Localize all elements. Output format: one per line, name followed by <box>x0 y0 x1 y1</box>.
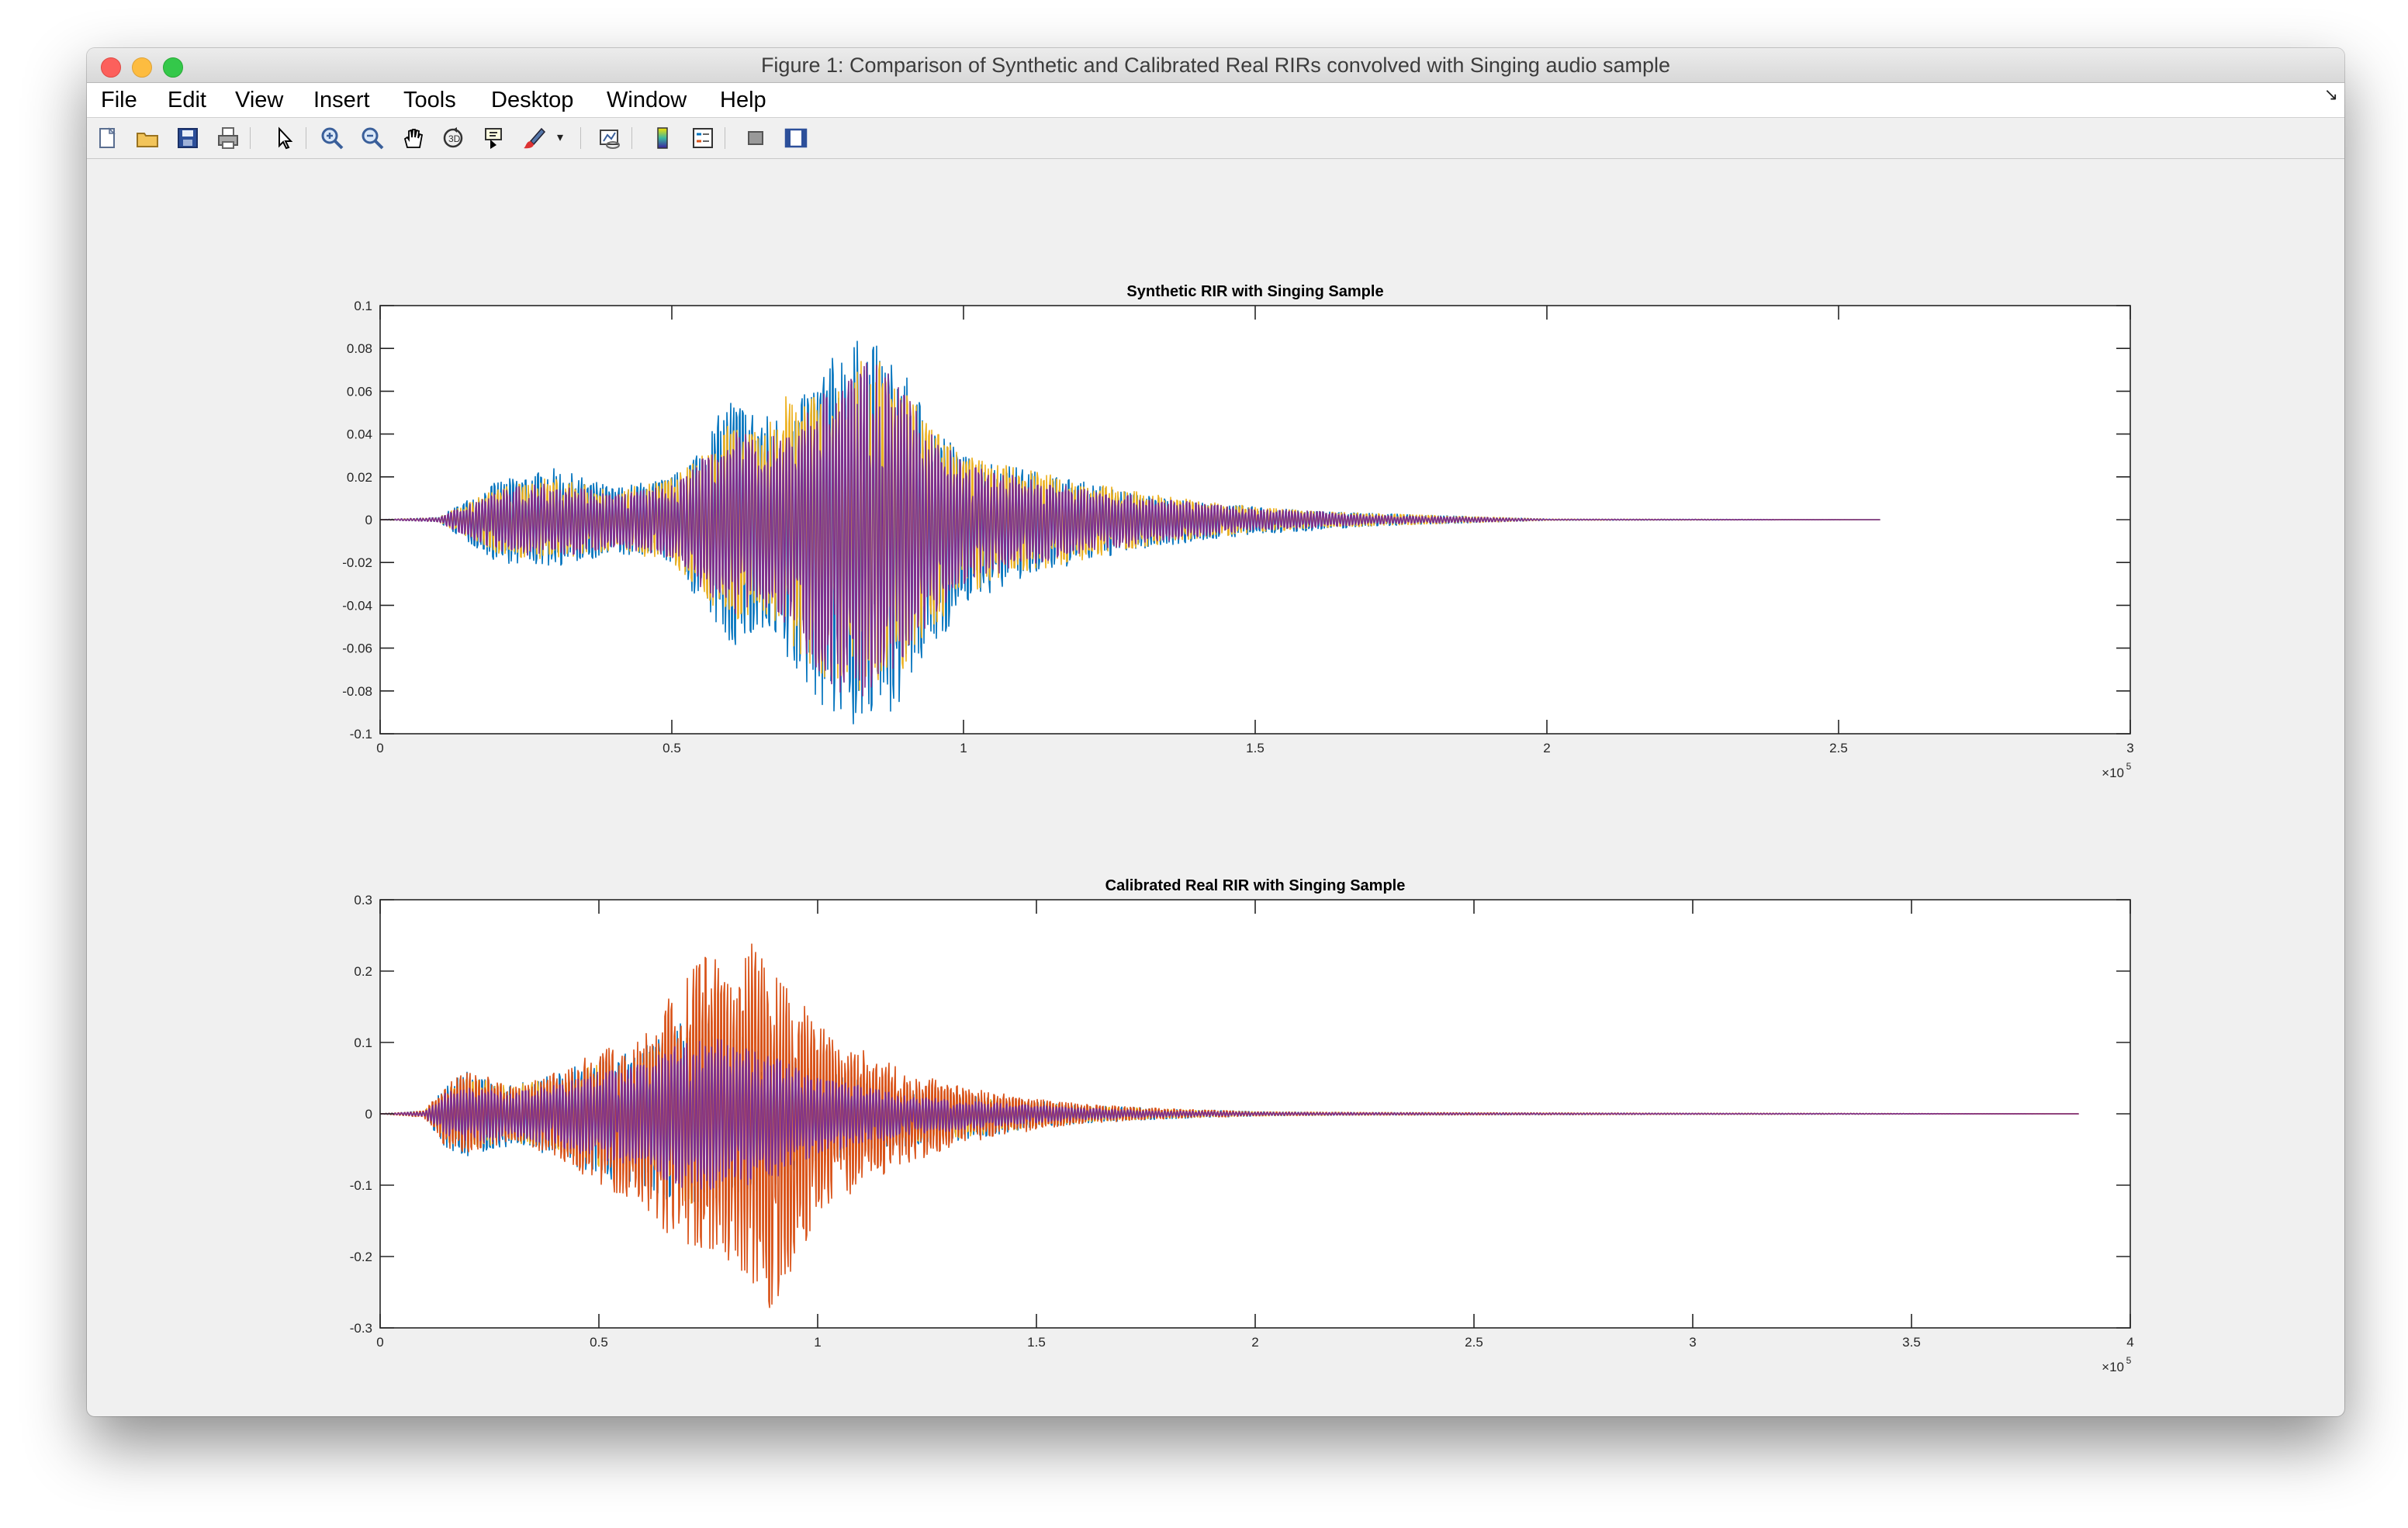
series-4-line <box>380 1039 2079 1190</box>
y-tick-label: -0.1 <box>350 727 372 742</box>
menu-view[interactable]: View <box>235 88 284 112</box>
x-tick-label: 1 <box>960 741 967 755</box>
x-exponent-value: 5 <box>2126 1355 2132 1366</box>
figure-svg[interactable]: 0 0.5 1 1.5 2 2.5 3×10 50.10.080.060.040.020-0.… <box>87 159 2344 1416</box>
link-plot-icon[interactable] <box>597 126 622 150</box>
figure-window: Figure 1: Comparison of Synthetic and Ca… <box>87 48 2344 1416</box>
pointer-icon[interactable] <box>272 126 296 150</box>
figure-canvas[interactable]: 0 0.5 1 1.5 2 2.5 3 ×10 5 0.1 0.08 0.06 0.04 0.02 0 -0.… <box>87 159 2344 1416</box>
pan-hand-icon[interactable] <box>400 126 425 150</box>
y-tick-label: -0.1 <box>350 1178 372 1193</box>
y-tick-label: -0.2 <box>350 1250 372 1264</box>
dock-arrow-icon[interactable]: ↘ <box>2323 85 2338 104</box>
x-tick-label: 0.5 <box>663 741 681 755</box>
legend-icon[interactable] <box>690 126 715 150</box>
close-window-button[interactable] <box>101 57 121 78</box>
rotate-3d-icon[interactable]: 3D <box>441 126 465 150</box>
hide-plot-tools-icon[interactable] <box>743 126 768 150</box>
minimize-window-button[interactable] <box>132 57 152 78</box>
x-tick-label: 2.5 <box>1829 741 1848 755</box>
show-plot-tools-icon[interactable] <box>784 126 808 150</box>
zoom-in-icon[interactable] <box>320 126 344 150</box>
x-tick-label: 1 <box>814 1335 821 1350</box>
y-tick-label: 0.1 <box>354 1035 372 1050</box>
menu-bar: File Edit View Insert Tools Desktop Wind… <box>87 83 2344 118</box>
series-3-line <box>380 362 1880 697</box>
waveform-layer <box>380 341 1880 724</box>
x-exponent-value: 5 <box>2126 761 2132 772</box>
y-tick-label: 0 <box>365 1107 372 1122</box>
zoom-out-icon[interactable] <box>360 126 385 150</box>
x-tick-label: 1.5 <box>1027 1335 1046 1350</box>
y-tick-label: -0.08 <box>342 684 372 699</box>
brush-icon[interactable] <box>521 126 546 150</box>
axes-title: Synthetic RIR with Singing Sample <box>1126 283 1383 300</box>
data-cursor-icon[interactable] <box>481 126 506 150</box>
x-tick-label: 0.5 <box>590 1335 608 1350</box>
menu-edit[interactable]: Edit <box>168 88 206 112</box>
x-tick-label: 3.5 <box>1902 1335 1921 1350</box>
y-tick-label: 0 <box>365 513 372 527</box>
figure-toolbar: 3D ▾ <box>87 118 2344 159</box>
x-exponent-label: ×10 <box>2102 766 2124 780</box>
title-bar[interactable]: Figure 1: Comparison of Synthetic and Ca… <box>87 48 2344 83</box>
y-tick-label: -0.02 <box>342 555 372 570</box>
window-title: Figure 1: Comparison of Synthetic and Ca… <box>760 54 1671 77</box>
y-tick-label: 0.3 <box>354 893 372 907</box>
save-icon[interactable] <box>175 126 200 150</box>
menu-tools[interactable]: Tools <box>403 88 456 112</box>
y-tick-label: 0.04 <box>347 427 372 442</box>
axes-title: Calibrated Real RIR with Singing Sample <box>1105 877 1406 894</box>
y-tick-label: 0.02 <box>347 470 372 485</box>
colorbar-icon[interactable] <box>650 126 675 150</box>
menu-help[interactable]: Help <box>720 88 766 112</box>
menu-file[interactable]: File <box>101 88 137 112</box>
open-file-icon[interactable] <box>135 126 160 150</box>
x-tick-label: 3 <box>1689 1335 1696 1350</box>
menu-window[interactable]: Window <box>607 88 687 112</box>
menu-desktop[interactable]: Desktop <box>491 88 574 112</box>
svg-text:3D: 3D <box>448 133 461 144</box>
x-tick-label: 2.5 <box>1465 1335 1483 1350</box>
x-tick-label: 0 <box>376 741 383 755</box>
x-tick-label: 0 <box>376 1335 383 1350</box>
waveform-layer <box>380 943 2079 1308</box>
x-tick-label: 1.5 <box>1246 741 1265 755</box>
maximize-window-button[interactable] <box>163 57 183 78</box>
y-tick-label: -0.06 <box>342 641 372 656</box>
y-tick-label: -0.3 <box>350 1321 372 1336</box>
x-exponent-label: ×10 <box>2102 1360 2124 1374</box>
print-icon[interactable] <box>216 126 240 150</box>
y-tick-label: 0.1 <box>354 299 372 313</box>
x-tick-label: 2 <box>1543 741 1550 755</box>
brush-dropdown-icon[interactable]: ▾ <box>556 131 564 144</box>
new-figure-icon[interactable] <box>95 126 119 150</box>
x-tick-label: 2 <box>1251 1335 1258 1350</box>
y-tick-label: -0.04 <box>342 598 372 613</box>
menu-insert[interactable]: Insert <box>313 88 370 112</box>
x-tick-label: 3 <box>2126 741 2133 755</box>
x-tick-label: 4 <box>2126 1335 2133 1350</box>
y-tick-label: 0.08 <box>347 341 372 356</box>
axes-2[interactable]: 0 0.5 1 1.5 2 2.5 3 3.5 4×10 5 0.3 0.2 0.1 0 -0.1 -0.2 -… <box>350 877 2134 1374</box>
y-tick-label: 0.2 <box>354 964 372 979</box>
y-tick-label: 0.06 <box>347 384 372 399</box>
axes-1[interactable]: 0 0.5 1 1.5 2 2.5 3×10 5 0.1 0.08 0.06 0.04 0.02 0 -0.… <box>342 283 2133 780</box>
